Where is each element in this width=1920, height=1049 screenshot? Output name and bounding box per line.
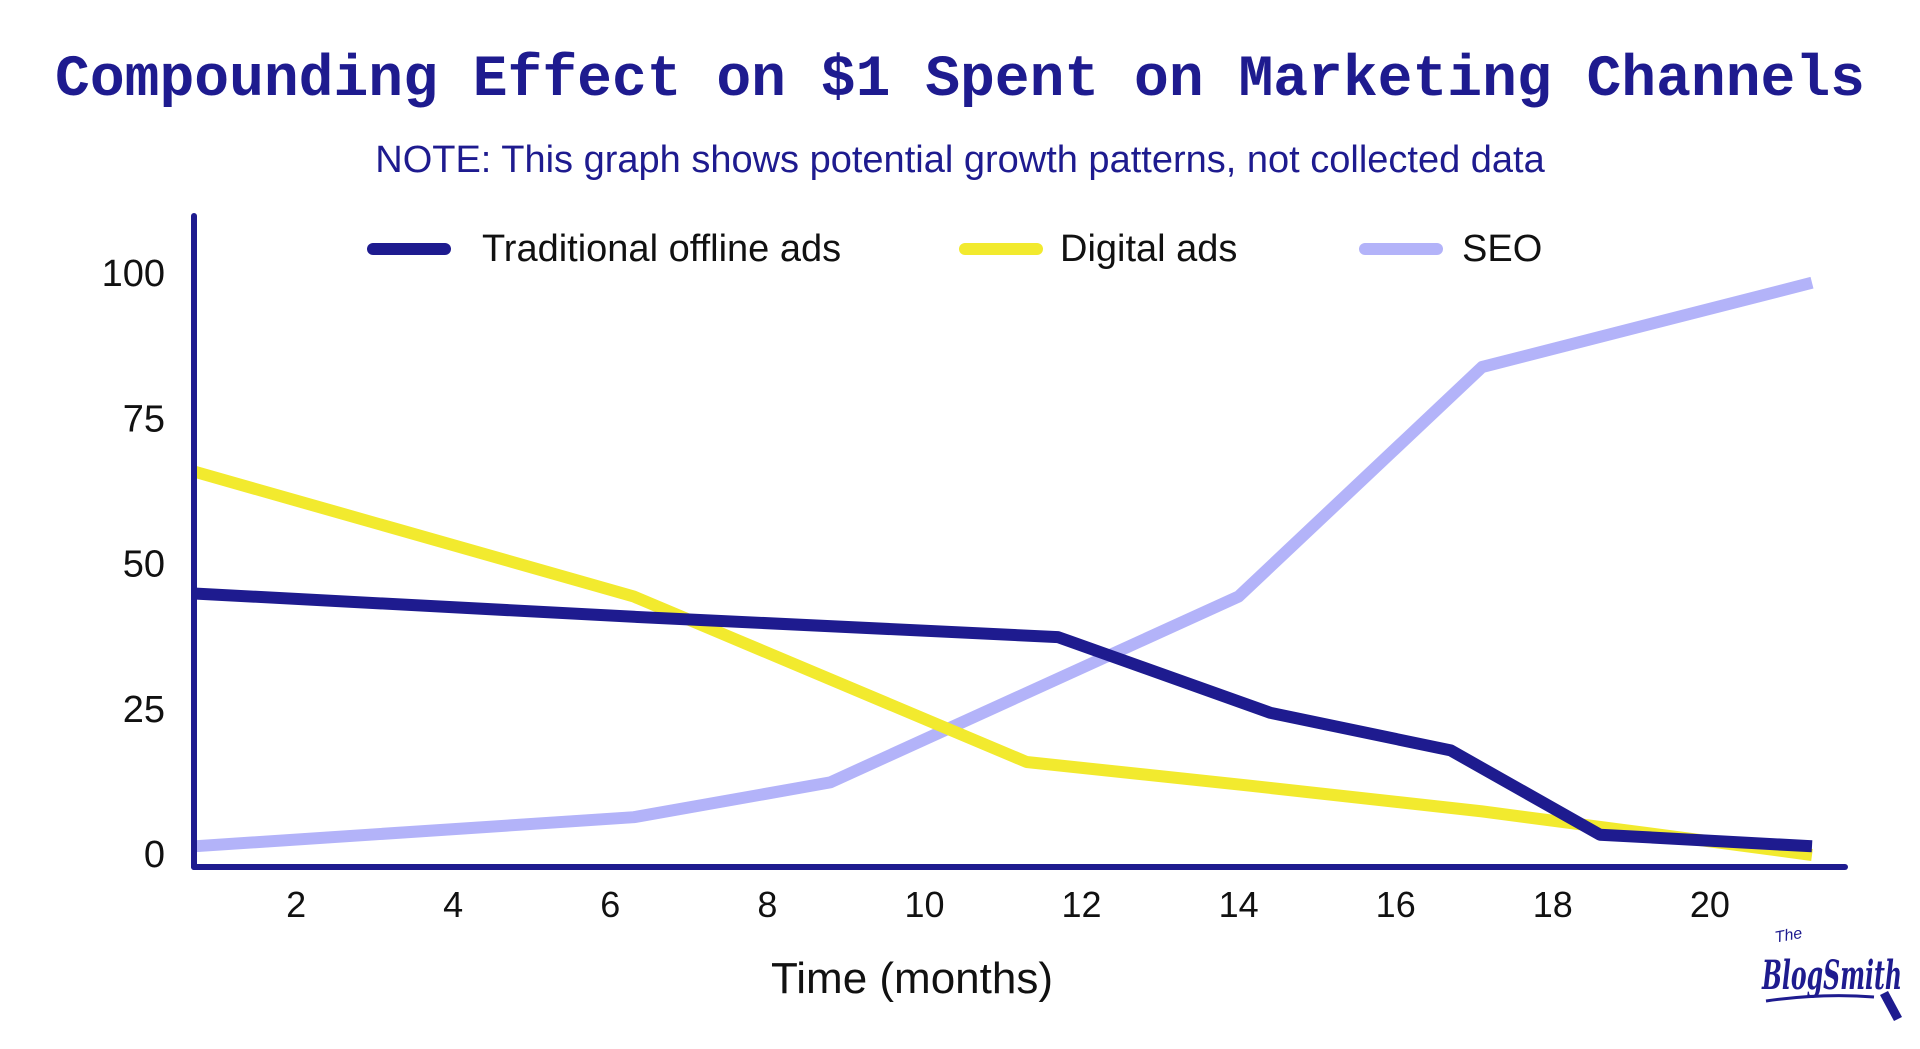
- legend-label-digital: Digital ads: [1060, 228, 1237, 270]
- chart-subtitle: NOTE: This graph shows potential growth …: [375, 139, 1545, 181]
- legend: Traditional offline ads Digital ads SEO: [367, 228, 1542, 270]
- x-tick-label: 2: [286, 884, 306, 925]
- x-tick-label: 18: [1533, 884, 1573, 925]
- x-tick-labels: 2 4 6 8 10 12 14 16 18 20: [286, 884, 1730, 925]
- legend-label-traditional: Traditional offline ads: [482, 228, 841, 270]
- x-tick-label: 12: [1061, 884, 1101, 925]
- x-tick-label: 10: [904, 884, 944, 925]
- y-tick-labels: 0 25 50 75 100: [102, 253, 165, 876]
- logo-underline: [1765, 994, 1875, 1003]
- y-tick-label: 75: [123, 398, 165, 440]
- logo-the-text: The: [1774, 925, 1804, 947]
- series-line-traditional-offline-ads: [193, 587, 1813, 853]
- legend-label-seo: SEO: [1462, 228, 1542, 270]
- series-layer: [192, 276, 1814, 861]
- x-tick-label: 8: [757, 884, 777, 925]
- y-tick-label: 50: [123, 544, 165, 586]
- x-tick-label: 16: [1376, 884, 1416, 925]
- brand-logo: The BlogSmith: [1761, 925, 1902, 1021]
- chart-title: Compounding Effect on $1 Spent on Market…: [55, 48, 1865, 113]
- logo-pen-icon: [1880, 991, 1902, 1021]
- x-tick-label: 20: [1690, 884, 1730, 925]
- x-tick-label: 6: [600, 884, 620, 925]
- y-tick-label: 100: [102, 253, 165, 295]
- y-tick-label: 0: [144, 834, 165, 876]
- series-line-seo: [193, 276, 1814, 853]
- axes-layer: [191, 213, 1848, 870]
- x-tick-label: 14: [1219, 884, 1259, 925]
- x-axis-label: Time (months): [771, 954, 1053, 1003]
- x-tick-label: 4: [443, 884, 463, 925]
- series-line-digital-ads: [192, 465, 1813, 861]
- logo-wordmark: BlogSmith: [1761, 952, 1902, 999]
- y-tick-label: 25: [123, 689, 165, 731]
